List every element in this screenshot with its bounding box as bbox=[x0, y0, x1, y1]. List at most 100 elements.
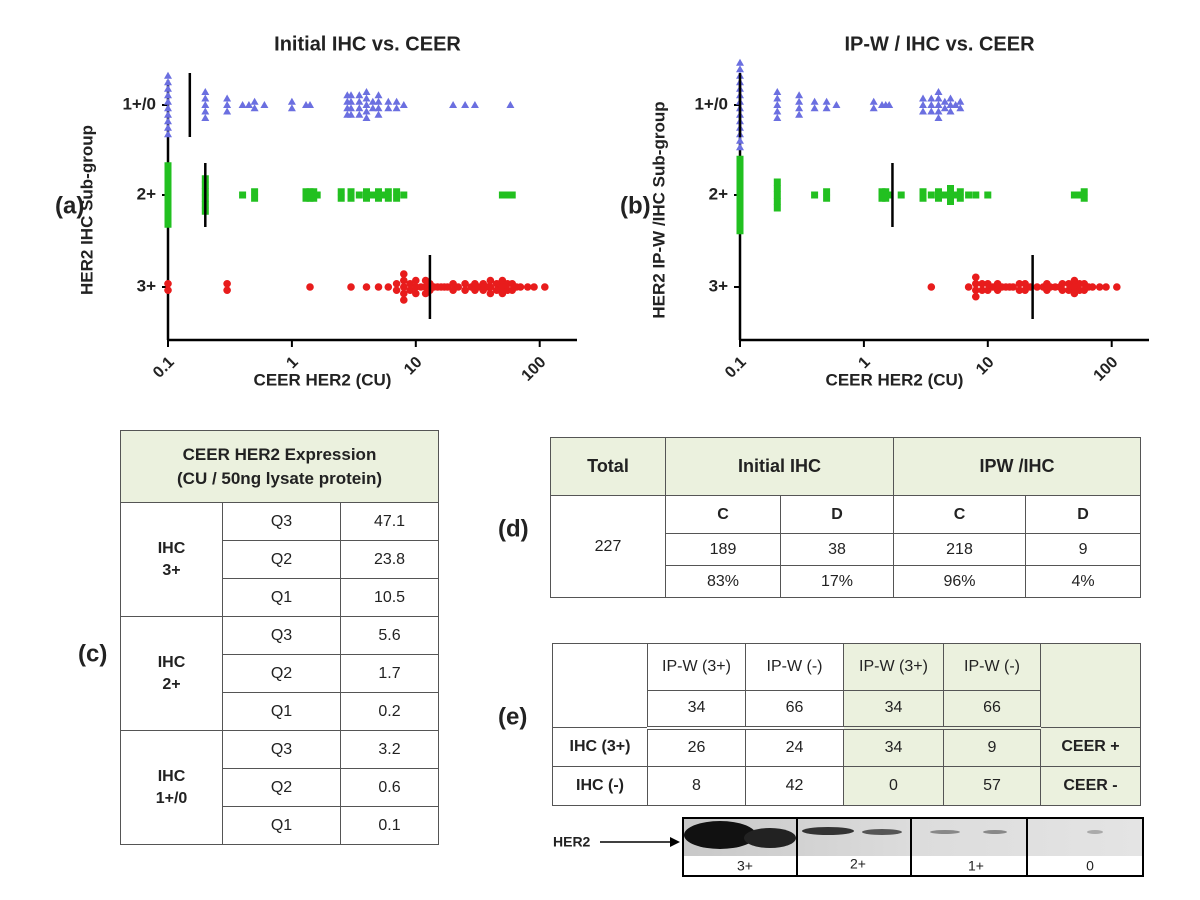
point bbox=[355, 97, 364, 105]
row: Q2 1.7 bbox=[121, 654, 440, 693]
point bbox=[374, 97, 383, 105]
point bbox=[343, 91, 352, 99]
x-tick-label: 10 bbox=[401, 354, 426, 379]
point bbox=[355, 110, 364, 118]
point bbox=[384, 194, 392, 202]
point bbox=[773, 204, 781, 212]
point bbox=[164, 286, 172, 295]
point bbox=[374, 283, 383, 291]
point bbox=[934, 101, 943, 108]
point bbox=[956, 188, 964, 196]
x-tick-label: 0.1 bbox=[722, 354, 750, 382]
point bbox=[287, 97, 296, 105]
point bbox=[164, 175, 172, 183]
subheader-cell: D bbox=[1025, 495, 1142, 534]
header-row: IP-W (3+) IP-W (-) IP-W (3+) IP-W (-) bbox=[552, 643, 1141, 728]
ceer-label: CEER + bbox=[1040, 727, 1141, 767]
point bbox=[773, 178, 781, 186]
point bbox=[927, 94, 936, 102]
ceer-head bbox=[1040, 643, 1141, 728]
point bbox=[223, 107, 232, 115]
point bbox=[399, 276, 408, 285]
subheader-row: 227 C D C D bbox=[550, 495, 1142, 598]
point bbox=[164, 117, 172, 125]
point bbox=[486, 276, 495, 285]
point bbox=[164, 214, 172, 222]
point bbox=[736, 58, 744, 66]
cell: Q2 bbox=[222, 654, 341, 693]
point bbox=[934, 188, 942, 196]
header-cell: IPW /IHC bbox=[893, 437, 1142, 496]
point bbox=[470, 101, 479, 108]
table-c: CEER HER2 Expression (CU / 50ng lysate pr… bbox=[119, 430, 440, 845]
point bbox=[362, 88, 371, 95]
point bbox=[250, 97, 259, 105]
point bbox=[773, 107, 782, 115]
point bbox=[384, 104, 393, 112]
point bbox=[919, 101, 928, 108]
point bbox=[946, 101, 955, 108]
cell: 0.2 bbox=[339, 692, 440, 731]
point bbox=[223, 94, 232, 102]
cell: Q3 bbox=[222, 616, 341, 655]
point bbox=[412, 276, 420, 285]
point bbox=[773, 101, 782, 108]
y-tick-label: 3+ bbox=[709, 276, 728, 295]
count-row: 34 66 34 66 bbox=[553, 690, 1141, 730]
group-label: IHC 3+ bbox=[120, 502, 223, 617]
cell: 47.1 bbox=[339, 502, 440, 541]
point bbox=[343, 97, 352, 105]
cell: 218 bbox=[893, 533, 1027, 566]
point bbox=[978, 286, 986, 295]
row: IHC 2+ Q3 5.6 bbox=[120, 616, 440, 731]
point bbox=[362, 188, 370, 196]
point bbox=[355, 91, 364, 99]
point bbox=[362, 194, 370, 202]
point bbox=[878, 188, 886, 196]
point bbox=[795, 97, 804, 105]
label-line: IHC bbox=[157, 539, 186, 557]
cell: Q1 bbox=[222, 806, 341, 845]
point bbox=[362, 94, 371, 102]
point bbox=[736, 65, 744, 73]
point bbox=[164, 71, 172, 79]
point bbox=[952, 191, 960, 199]
point bbox=[869, 97, 878, 105]
point bbox=[164, 78, 172, 86]
y-tick-label: 2+ bbox=[709, 184, 728, 203]
band bbox=[930, 830, 960, 834]
band bbox=[1087, 830, 1103, 834]
point bbox=[201, 94, 210, 102]
x-tick-label: 1 bbox=[855, 354, 873, 372]
point bbox=[380, 191, 388, 199]
header-cell: IP-W (3+) bbox=[843, 643, 944, 691]
point bbox=[1088, 283, 1097, 291]
point bbox=[934, 88, 943, 95]
row: Q1 0.1 bbox=[121, 806, 440, 845]
point bbox=[823, 188, 831, 196]
point bbox=[347, 194, 355, 202]
point bbox=[164, 181, 172, 189]
count-cell: 34 bbox=[647, 690, 746, 730]
point bbox=[927, 107, 936, 115]
point bbox=[822, 97, 831, 105]
point bbox=[736, 201, 744, 209]
point bbox=[795, 104, 804, 112]
panel-label: (a) bbox=[55, 192, 84, 219]
header-cell: CEER HER2 Expression (CU / 50ng lysate pr… bbox=[119, 430, 440, 503]
cell: 34 bbox=[843, 727, 944, 767]
point bbox=[164, 123, 172, 131]
point bbox=[375, 188, 383, 196]
chart-title: IP-W / IHC vs. CEER bbox=[844, 33, 1035, 55]
point bbox=[956, 194, 964, 202]
point bbox=[238, 101, 247, 108]
point bbox=[1080, 188, 1088, 196]
y-tick-label: 1+/0 bbox=[694, 94, 728, 113]
point bbox=[164, 207, 172, 215]
point bbox=[773, 88, 782, 95]
point bbox=[965, 191, 973, 199]
cell: 23.8 bbox=[339, 540, 440, 579]
point bbox=[164, 194, 172, 202]
x-axis-label: CEER HER2 (CU) bbox=[254, 370, 392, 389]
point bbox=[1058, 279, 1067, 288]
